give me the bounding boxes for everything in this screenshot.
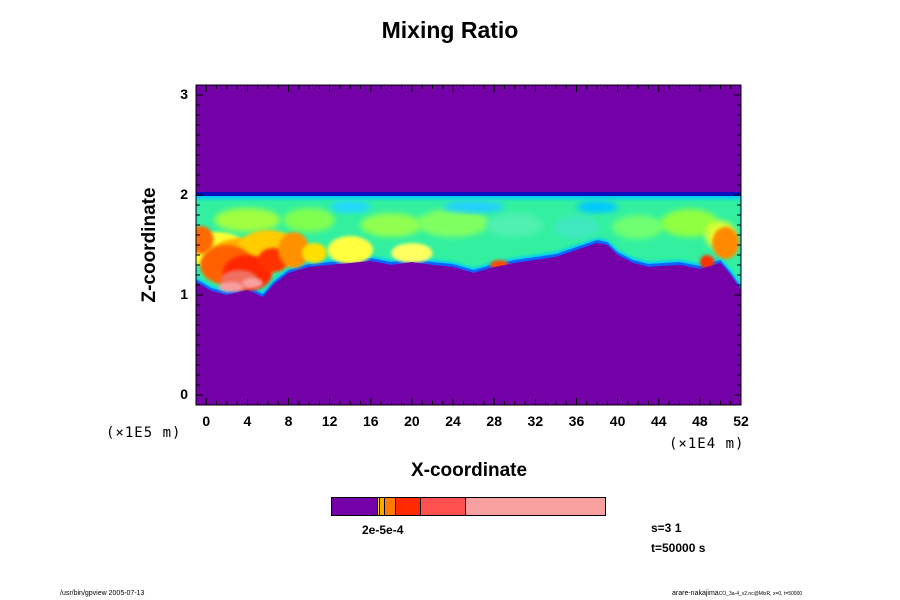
y-tick-label: 0: [180, 386, 188, 402]
y-tick-label: 1: [180, 286, 188, 302]
hot-patch-13: [712, 227, 739, 259]
field-above-layer: [196, 85, 741, 192]
colorbar-segment-6: [466, 498, 605, 515]
field-patch-9: [329, 201, 371, 213]
field-patch-3: [417, 209, 490, 237]
footer-command: /usr/bin/gpview 2005-07-13: [60, 590, 145, 597]
field-patch-6: [612, 215, 664, 239]
field-patch-4: [485, 213, 544, 237]
footer-file: CO_3a-4_v2.nc@MixR, x=0, t=50000: [718, 591, 803, 597]
field-patch-10: [442, 201, 505, 213]
colorbar-segment-1: [377, 498, 381, 515]
hot-patch-9: [327, 236, 373, 264]
x-tick-label: 12: [321, 413, 338, 429]
x-tick-label: 48: [692, 413, 708, 429]
time-annotation: t=50000 s: [651, 541, 706, 555]
s-annotation: s=3 1: [651, 521, 682, 535]
x-tick-label: 32: [527, 413, 544, 429]
hot-patch-15: [218, 282, 244, 292]
colorbar-segment-4: [396, 498, 422, 515]
footer-source: arare-nakajimaCO_3a-4_v2.nc@MixR, x=0, t…: [672, 590, 802, 597]
chart-title: Mixing Ratio: [381, 17, 519, 43]
field-patch-1: [283, 208, 335, 232]
colorbar-segment-5: [421, 498, 467, 515]
field-patch-7: [660, 209, 719, 237]
x-tick-label: 20: [404, 413, 420, 429]
x-axis-label: X-coordinate: [410, 460, 528, 481]
x-tick-label: 0: [202, 413, 211, 429]
y-tick-label: 3: [180, 86, 188, 102]
hot-patch-8: [301, 243, 327, 263]
x-tick-label: 40: [609, 413, 626, 429]
y-axis-units: (×1E5 m): [106, 425, 182, 441]
x-axis-units: (×1E4 m): [669, 436, 745, 452]
field-patch-2: [360, 213, 423, 237]
layer-top-edge: [196, 192, 741, 196]
x-tick-label: 44: [650, 413, 667, 429]
field-patch-11: [576, 201, 618, 213]
x-tick-label: 28: [486, 413, 502, 429]
x-tick-label: 52: [733, 413, 749, 429]
hot-patch-16: [242, 278, 263, 288]
colorbar-segment-0: [332, 498, 378, 515]
x-tick-label: 24: [445, 413, 461, 429]
colorbar-segment-2: [380, 498, 385, 515]
colorbar-label: 2e-5e-4: [362, 523, 404, 537]
x-tick-label: 16: [363, 413, 379, 429]
colorbar: [331, 497, 606, 516]
hot-patch-11: [196, 226, 214, 254]
x-tick-label: 8: [284, 413, 293, 429]
hot-patch-10: [391, 243, 433, 263]
hot-patch-7: [278, 232, 310, 268]
x-tick-label: 4: [243, 413, 252, 429]
field-patch-5: [553, 215, 600, 239]
hot-patch-12: [699, 255, 715, 269]
x-tick-label: 36: [568, 413, 585, 429]
y-tick-label: 2: [180, 186, 188, 202]
field-patch-0: [214, 208, 281, 232]
field-below-layer: [196, 243, 741, 405]
y-axis-label: Z-coordinate: [139, 187, 160, 303]
footer-author: arare-nakajima: [672, 590, 719, 597]
colorbar-segment-3: [384, 498, 397, 515]
